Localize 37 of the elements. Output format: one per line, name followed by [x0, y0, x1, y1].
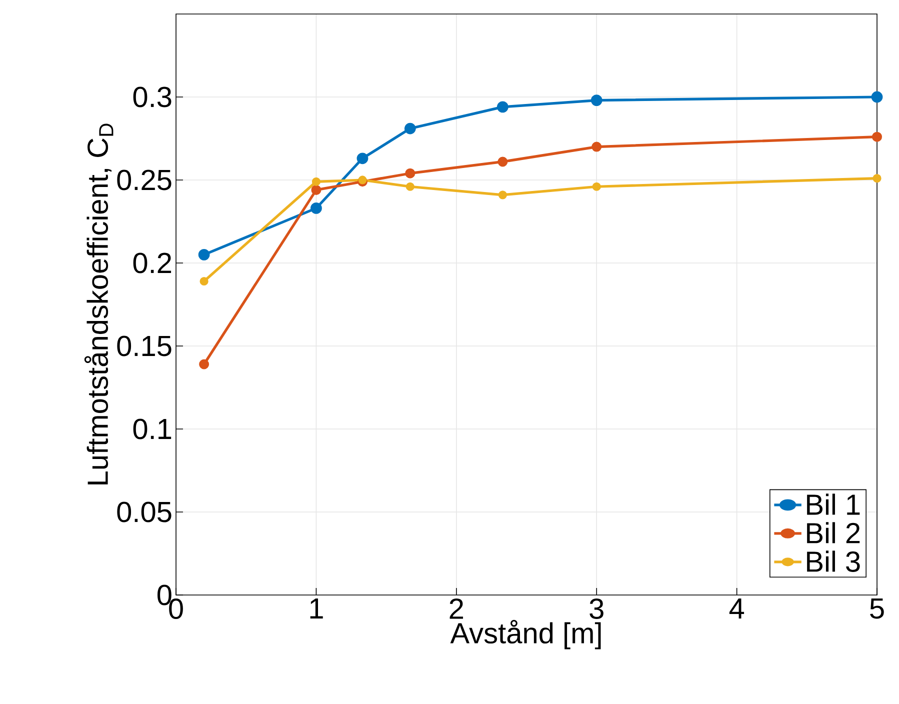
point [498, 156, 508, 167]
y-tick-label: 0.15 [117, 336, 172, 356]
y-axis-title: Luftmotståndskoefficient, C$_{D}$ [84, 124, 114, 484]
point [590, 94, 602, 106]
point [592, 182, 601, 191]
point [405, 168, 416, 178]
x-tick-label: 3 [590, 598, 604, 620]
point [356, 152, 368, 164]
point [310, 202, 322, 214]
y-tick-label: 0.25 [117, 170, 172, 190]
y-tick-label: 0.05 [117, 502, 172, 522]
point [312, 177, 321, 186]
point [871, 91, 883, 103]
y-tick-label: 0 [158, 584, 172, 606]
point [200, 276, 208, 286]
point [406, 182, 414, 191]
x-tick-label: 4 [729, 598, 744, 618]
x-tick-label: 5 [870, 598, 884, 619]
y-tick-label: 0.2 [133, 252, 172, 274]
point [592, 142, 602, 152]
y-tick-label: 0.1 [133, 418, 172, 440]
legend-label: Bil 2 [807, 522, 860, 544]
y-tick-label: 0.3 [133, 86, 172, 108]
x-tick-label: 1 [310, 598, 323, 618]
point [404, 122, 416, 134]
point [358, 176, 367, 184]
legend-label: Bil 3 [807, 550, 860, 572]
x-axis-title: Avstånd [m] [450, 620, 601, 650]
point [872, 174, 882, 183]
point [498, 190, 507, 200]
x-tick-label: 2 [450, 598, 464, 619]
point [311, 184, 322, 195]
point [496, 101, 508, 113]
legend-label: Bil 1 [807, 494, 860, 515]
point [872, 132, 882, 142]
point [199, 359, 210, 370]
point [198, 248, 210, 260]
